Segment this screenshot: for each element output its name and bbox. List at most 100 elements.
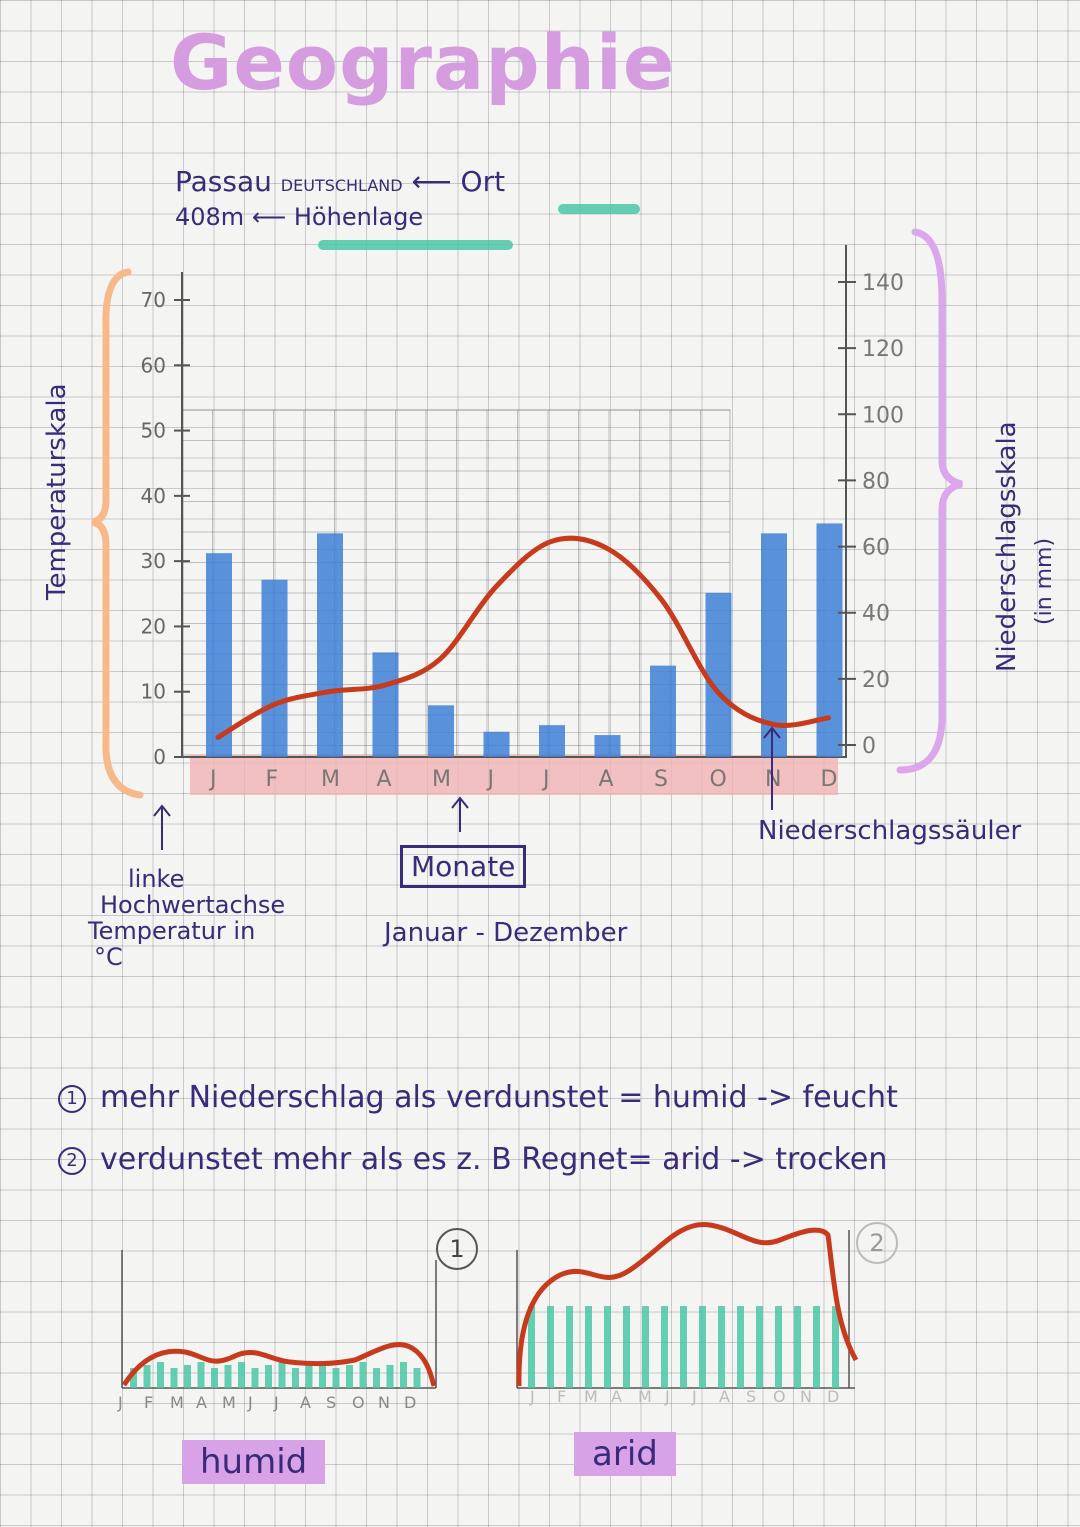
place-label: Ort — [460, 165, 506, 198]
right-tick-label: 100 — [862, 403, 904, 428]
left-tick-label: 70 — [141, 288, 166, 312]
humid-month-label: F — [144, 1393, 153, 1412]
arrow-left-icon: ⟵ — [411, 165, 452, 198]
number-one-icon: 1 — [58, 1084, 86, 1113]
arid-bar — [832, 1306, 839, 1388]
arid-month-label: F — [557, 1387, 566, 1406]
number-two-icon: 2 — [58, 1146, 86, 1175]
arid-tag: arid — [574, 1432, 676, 1476]
right-tick-label: 20 — [862, 668, 890, 693]
humid-month-label: O — [352, 1393, 365, 1412]
right-tick-label: 120 — [862, 337, 904, 362]
columns-note: Niederschlagssäuler — [758, 816, 1022, 846]
month-label: O — [710, 767, 727, 792]
humid-month-label: J — [117, 1393, 123, 1412]
month-band — [190, 755, 838, 795]
left-tick-label: 30 — [141, 549, 166, 573]
note-line: linke — [128, 865, 185, 893]
arid-month-label: J — [664, 1387, 670, 1406]
right-tick-label: 60 — [862, 536, 890, 561]
humid-bar — [400, 1362, 407, 1388]
left-tick-label: 10 — [141, 680, 166, 704]
arrow-left-icon: ⟵ — [251, 203, 287, 231]
month-label: N — [765, 767, 781, 792]
humid-bar — [211, 1368, 218, 1388]
humid-month-label: A — [196, 1393, 207, 1412]
arid-month-label: S — [746, 1387, 756, 1406]
arid-month-label: A — [611, 1387, 622, 1406]
arrow-up-icon — [451, 796, 469, 832]
precipitation-bar — [261, 579, 288, 757]
arid-month-label: M — [638, 1387, 652, 1406]
rule-arid-text: verdunstet mehr als es z. B Regnet= arid… — [100, 1142, 888, 1177]
humid-bar — [251, 1368, 259, 1388]
humid-tag: humid — [182, 1440, 326, 1484]
humid-line — [121, 1342, 437, 1387]
place-name: Passau — [175, 165, 272, 198]
precipitation-bar — [317, 533, 343, 757]
arid-bar — [813, 1306, 820, 1388]
humid-month-label: J — [273, 1393, 279, 1412]
arid-bar — [737, 1306, 744, 1388]
arid-bar — [642, 1306, 649, 1388]
left-tick-label: 60 — [141, 353, 166, 377]
left-tick-label: 0 — [153, 745, 166, 769]
humid-number-icon: 1 — [436, 1228, 478, 1270]
humid-bar — [265, 1365, 272, 1388]
month-label: J — [486, 767, 495, 792]
humid-bar — [278, 1362, 286, 1388]
note-line: °C — [94, 943, 123, 971]
place-label-highlight — [558, 204, 640, 214]
humid-bar — [292, 1368, 299, 1388]
right-tick-label: 140 — [862, 271, 904, 296]
humid-month-label: A — [300, 1393, 311, 1412]
arid-bar — [680, 1306, 687, 1388]
precipitation-bar — [428, 705, 454, 757]
humid-bar — [319, 1362, 326, 1388]
precipitation-bar — [483, 731, 510, 757]
left-tick-label: 50 — [141, 419, 166, 443]
right-tick-label: 40 — [862, 602, 890, 627]
page-title: Geographie — [170, 18, 676, 107]
left-axis-bracket — [91, 268, 144, 799]
arid-bar — [547, 1306, 554, 1388]
precipitation-bar — [539, 725, 565, 757]
humid-bar — [197, 1362, 205, 1388]
arid-month-label: M — [584, 1387, 598, 1406]
elevation-label: Höhenlage — [293, 203, 424, 231]
arid-bar — [699, 1306, 706, 1388]
arrow-up-icon — [763, 726, 781, 810]
rule-humid: 1 mehr Niederschlag als verdunstet = humi… — [58, 1080, 898, 1115]
humid-bar — [359, 1362, 367, 1388]
month-label: S — [654, 767, 668, 792]
right-tick-label: 0 — [862, 734, 876, 759]
left-tick-label: 40 — [141, 484, 166, 508]
humid-bar — [386, 1365, 394, 1388]
humid-month-label: J — [247, 1393, 253, 1412]
climate-chart: 0 10 20 30 40 50 60 70 0 20 40 60 80 100 120 140 J F M A M… — [91, 228, 963, 850]
arid-bar — [794, 1306, 801, 1388]
arrow-up-icon — [153, 804, 171, 850]
arid-bar — [661, 1306, 668, 1388]
humid-month-label: N — [378, 1393, 390, 1412]
arid-month-label: A — [719, 1387, 730, 1406]
arid-line — [516, 1221, 859, 1387]
arid-bar — [718, 1306, 725, 1388]
month-label: M — [321, 767, 340, 792]
arid-bar — [623, 1306, 630, 1388]
arid-bar — [775, 1306, 782, 1388]
humid-bar — [143, 1365, 151, 1388]
humid-bar — [373, 1368, 380, 1388]
month-label: A — [377, 767, 392, 792]
humid-bar — [224, 1365, 232, 1388]
left-tick-label: 20 — [141, 614, 166, 638]
arid-bar — [528, 1306, 535, 1388]
humid-month-label: S — [326, 1393, 336, 1412]
arid-month-label: J — [529, 1387, 535, 1406]
precipitation-bar — [206, 553, 232, 757]
location-line: Passau DEUTSCHLAND ⟵ Ort — [175, 165, 505, 198]
humid-bar — [305, 1365, 313, 1388]
arid-number-icon: 2 — [856, 1222, 898, 1264]
arid-month-label: N — [800, 1387, 812, 1406]
